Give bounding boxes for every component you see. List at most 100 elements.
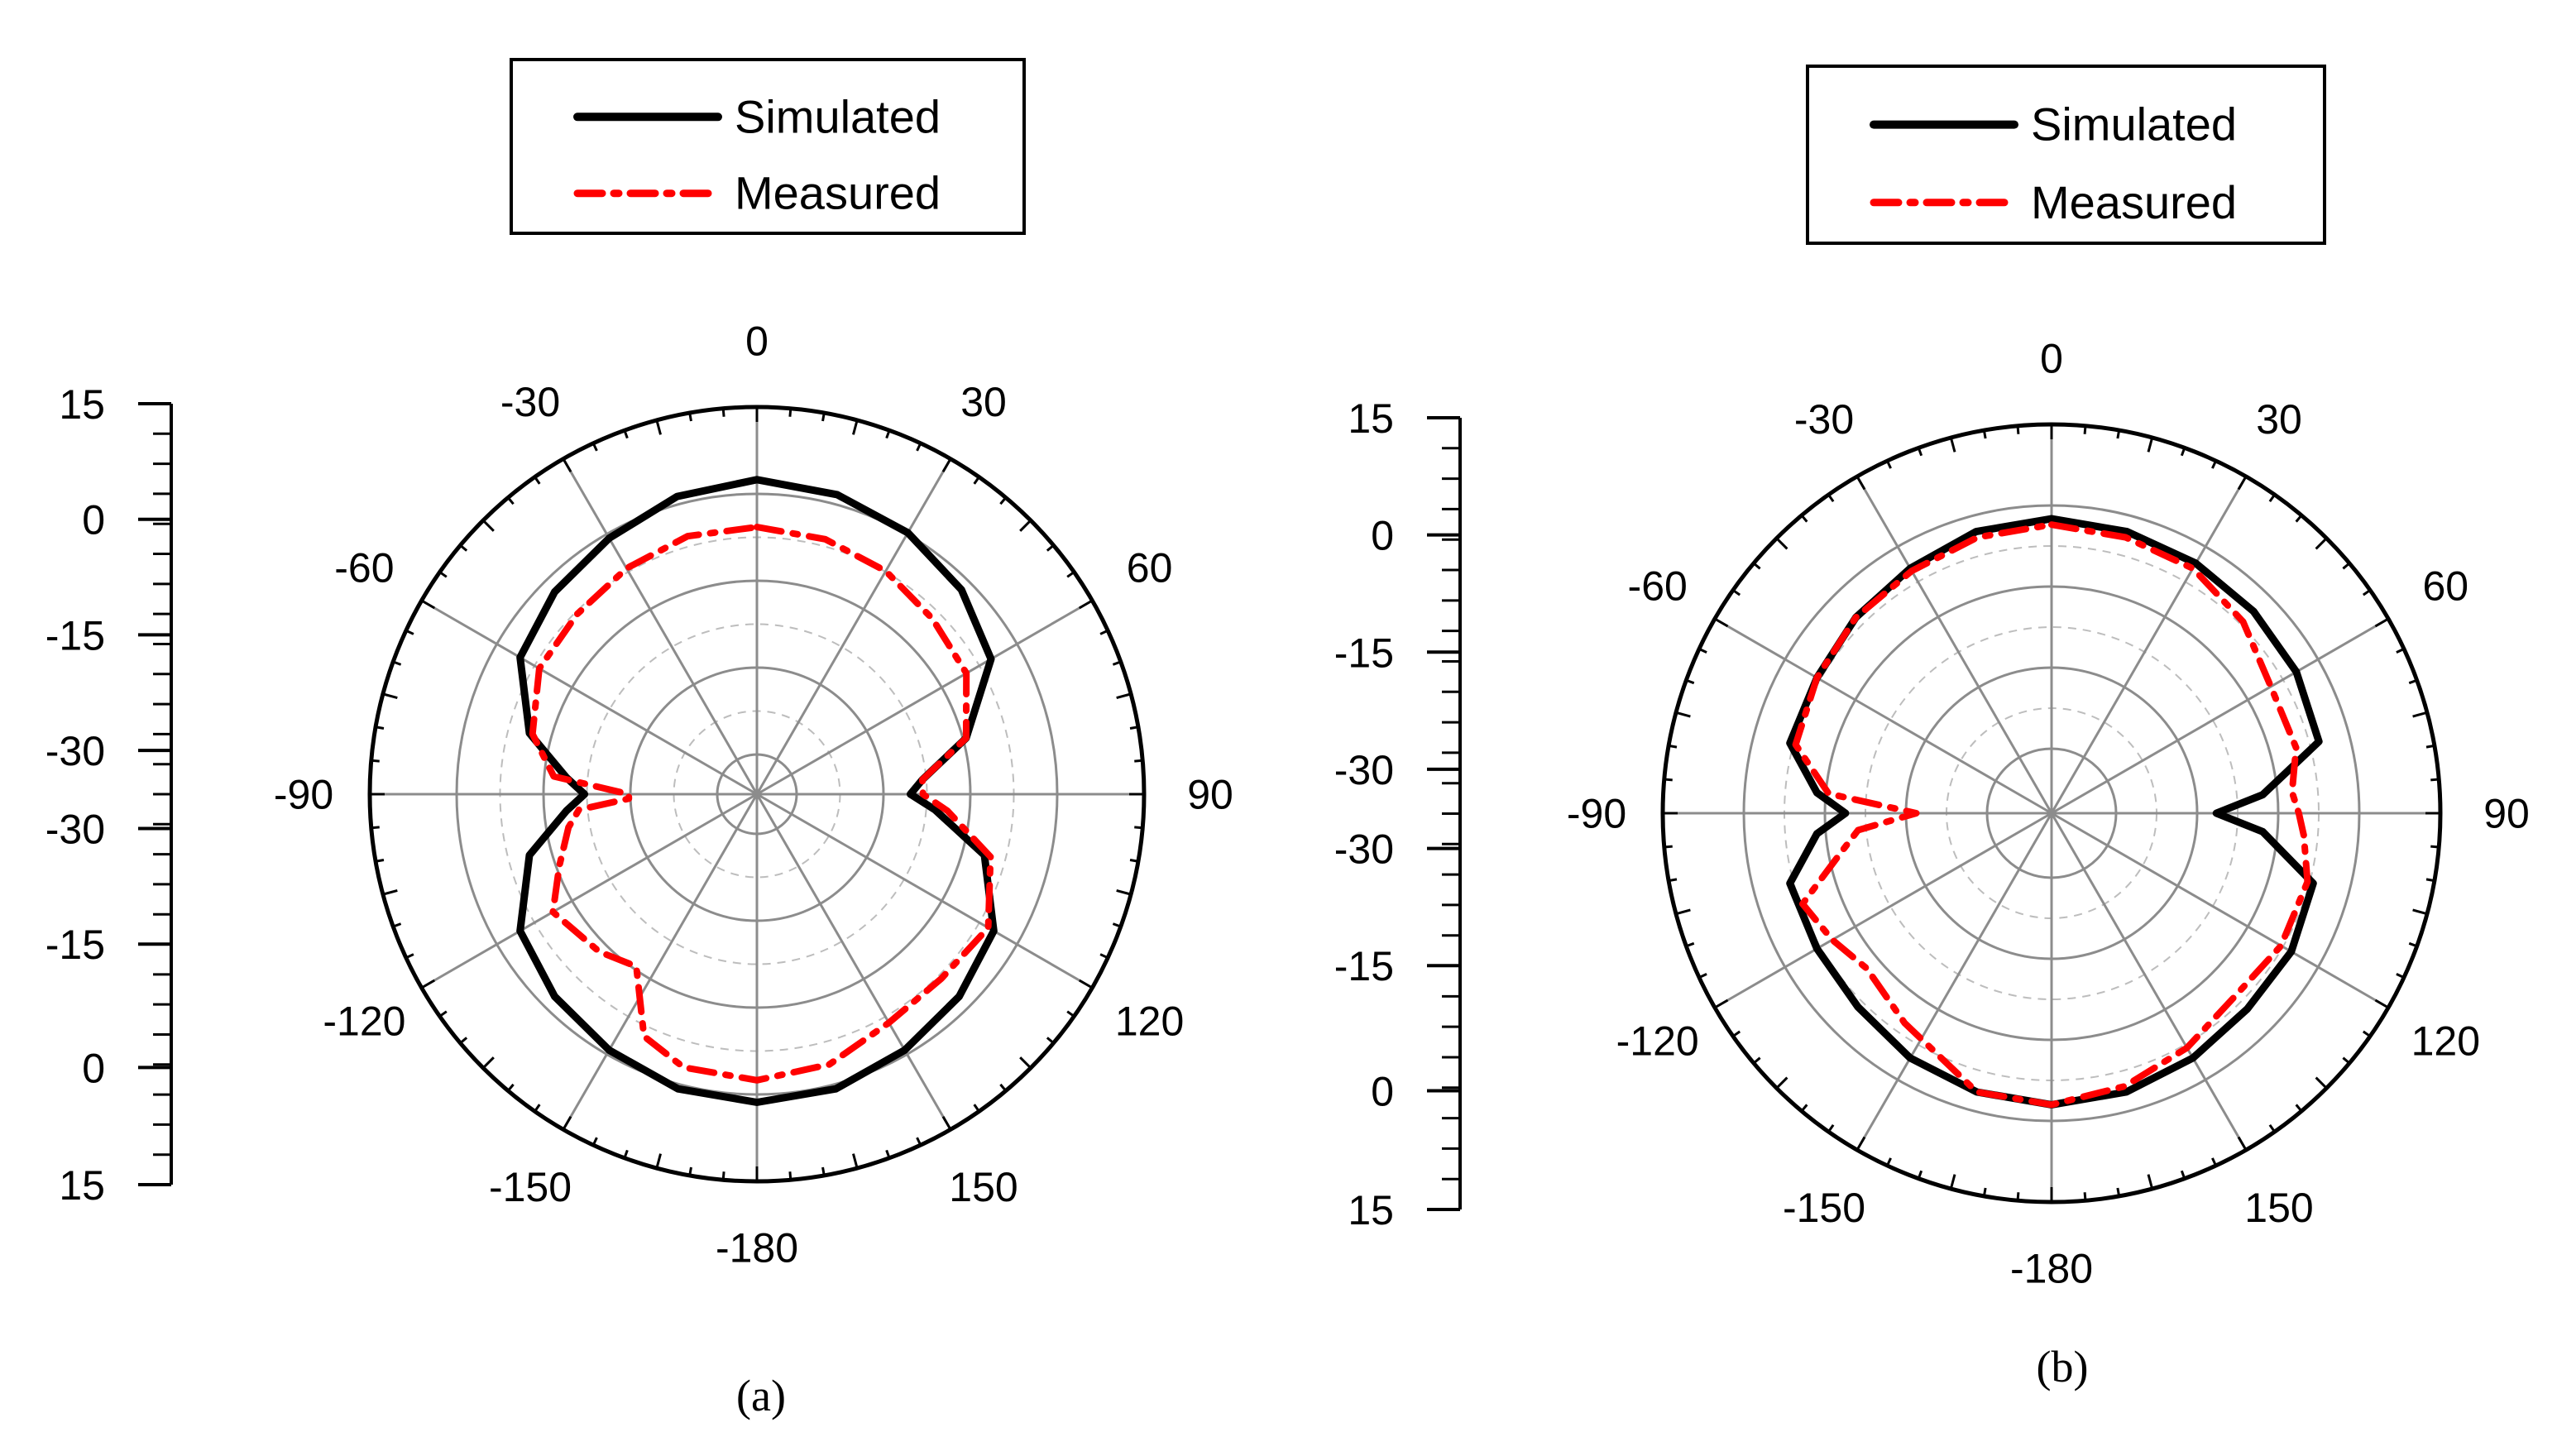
spoke-line <box>1714 812 2052 1009</box>
angle-tick <box>2116 1187 2121 1197</box>
angle-label: 120 <box>1115 999 1184 1045</box>
angle-tick <box>2342 1056 2351 1065</box>
angle-tick <box>534 476 541 485</box>
angle-label: -30 <box>500 379 560 425</box>
angle-tick <box>2362 589 2371 596</box>
angle-tick <box>973 1104 980 1113</box>
angle-tick <box>1046 544 1055 552</box>
angle-tick <box>1982 429 1987 439</box>
angle-label: 150 <box>2244 1185 2313 1231</box>
angle-tick <box>1917 447 1923 457</box>
angle-tick <box>2374 999 2389 1009</box>
angle-tick <box>1827 1123 1835 1133</box>
angle-tick <box>2408 678 2418 685</box>
angle-tick <box>2430 845 2440 849</box>
scale-tick-label: 15 <box>59 1162 105 1209</box>
angle-tick <box>1714 617 1729 628</box>
angle-tick <box>562 457 572 473</box>
angle-tick <box>1668 878 1678 883</box>
angle-label: 90 <box>1187 772 1233 818</box>
angle-tick <box>591 1137 598 1146</box>
angle-tick <box>1917 1170 1923 1180</box>
angle-label: -30 <box>1794 396 1854 443</box>
spoke-line <box>2051 617 2389 815</box>
angle-tick <box>438 1010 448 1018</box>
angle-tick <box>2425 878 2435 883</box>
angle-tick <box>1800 514 1808 523</box>
angle-tick <box>1129 859 1139 863</box>
angle-tick <box>420 979 436 989</box>
angle-tick <box>2268 494 2276 503</box>
scale-tick-label: -15 <box>1334 630 1394 676</box>
angle-tick <box>999 496 1007 505</box>
panel-caption: (a) <box>736 1371 786 1420</box>
angle-label: 30 <box>960 379 1007 425</box>
angle-tick <box>2295 1104 2303 1113</box>
angle-tick <box>2430 778 2440 782</box>
scale-tick-label: 0 <box>82 1045 105 1091</box>
angle-tick <box>623 429 629 439</box>
angle-label: -150 <box>489 1164 572 1210</box>
angle-tick <box>482 1056 495 1069</box>
angle-label: 60 <box>1127 545 1173 592</box>
angle-tick <box>1752 1056 1761 1065</box>
angle-tick <box>405 953 414 960</box>
angle-tick <box>459 1037 468 1044</box>
angle-tick <box>2180 447 2186 457</box>
spoke-line <box>1714 617 2052 815</box>
legend-box <box>1806 65 2326 245</box>
angle-tick <box>973 476 980 485</box>
angle-label: -90 <box>274 772 333 818</box>
angle-tick <box>438 571 448 578</box>
angle-tick <box>507 1083 515 1092</box>
angle-tick <box>1775 537 1788 550</box>
angle-tick <box>371 826 380 830</box>
angle-tick <box>1066 1010 1075 1018</box>
angle-tick <box>2147 437 2154 453</box>
angle-tick <box>788 1171 792 1181</box>
angle-tick <box>1112 660 1122 666</box>
spoke-line <box>755 457 952 795</box>
angle-tick <box>1066 571 1075 578</box>
angle-tick <box>821 412 826 422</box>
angle-tick <box>2374 617 2389 628</box>
scale-tick-label: 15 <box>1348 1187 1394 1233</box>
angle-label: -90 <box>1567 791 1626 837</box>
angle-tick <box>420 599 436 610</box>
angle-tick <box>655 1153 662 1169</box>
angle-tick <box>688 1166 692 1176</box>
angle-tick <box>1886 460 1892 469</box>
angle-tick <box>534 1104 541 1113</box>
legend-box <box>510 58 1026 235</box>
angle-tick <box>371 759 380 763</box>
angle-tick <box>2342 562 2351 570</box>
angle-tick <box>1675 711 1691 718</box>
spoke-line <box>2050 812 2248 1151</box>
spoke-line <box>2050 476 2248 814</box>
angle-tick <box>459 544 468 552</box>
angle-tick <box>482 520 495 532</box>
angle-label: -60 <box>334 545 394 592</box>
panel-caption: (b) <box>2037 1342 2089 1391</box>
scale-tick-label: -15 <box>1334 943 1394 989</box>
angle-tick <box>382 889 398 896</box>
scale-tick-label: 0 <box>1371 1068 1394 1114</box>
angle-tick <box>885 1149 891 1159</box>
angle-tick <box>2412 908 2428 916</box>
angle-tick <box>2315 537 2328 550</box>
angle-tick <box>655 419 662 435</box>
angle-tick <box>999 1083 1007 1092</box>
angle-label: 60 <box>2423 563 2469 610</box>
angle-label: 0 <box>2040 336 2063 382</box>
scale-tick-label: -15 <box>45 612 105 659</box>
angle-tick <box>1134 759 1143 763</box>
angle-tick <box>1134 826 1143 830</box>
angle-tick <box>1982 1187 1987 1197</box>
angle-tick <box>1078 979 1094 989</box>
measured-series-line <box>529 524 994 1084</box>
angle-label: -120 <box>323 999 405 1045</box>
angle-tick <box>1698 973 1707 979</box>
angle-tick <box>1698 648 1707 654</box>
angle-label: 150 <box>949 1164 1018 1210</box>
